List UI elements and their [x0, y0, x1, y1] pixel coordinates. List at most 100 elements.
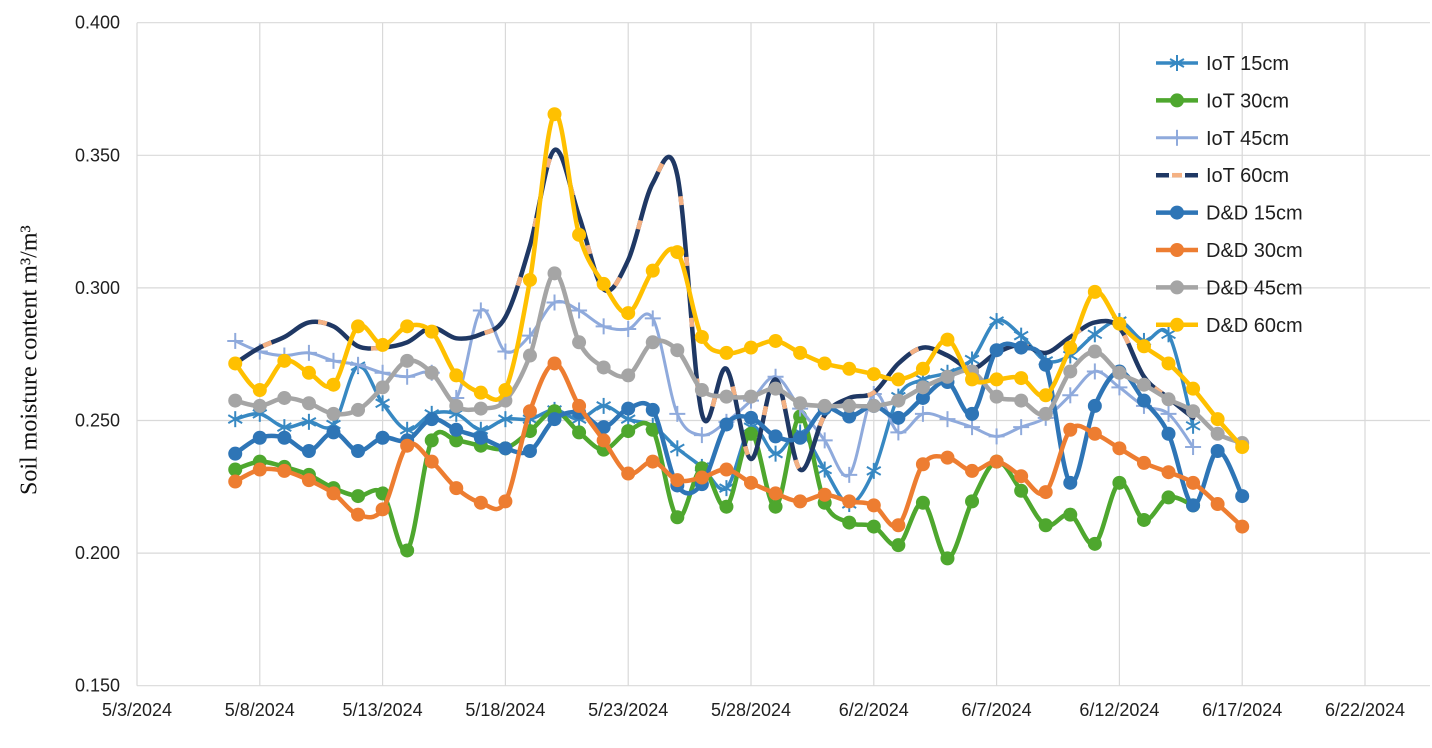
data-point-marker — [572, 398, 587, 413]
legend: IoT 15cm IoT 30cm IoT 45cm IoT 60cm D&D 15cm… — [1156, 53, 1303, 337]
data-point-marker — [1170, 317, 1184, 332]
data-point-marker — [596, 420, 611, 435]
data-point-marker — [842, 515, 857, 530]
data-point-marker — [669, 443, 685, 454]
data-point-marker — [768, 486, 783, 501]
data-point-marker — [375, 398, 391, 409]
data-point-marker — [1161, 329, 1176, 340]
data-point-marker — [277, 430, 292, 445]
data-point-marker — [277, 463, 292, 478]
data-point-marker — [842, 494, 857, 509]
data-point-marker — [424, 324, 439, 339]
data-point-marker — [1210, 443, 1225, 458]
data-point-marker — [915, 495, 930, 510]
data-point-marker — [694, 470, 709, 485]
data-point-marker — [645, 422, 660, 437]
data-point-marker — [375, 502, 390, 517]
data-point-marker — [842, 361, 857, 376]
data-point-marker — [817, 398, 832, 413]
data-point-marker — [424, 365, 439, 380]
x-tick-label: 6/2/2024 — [839, 700, 909, 720]
data-point-marker — [449, 481, 464, 496]
data-point-marker — [228, 356, 243, 371]
series-line-iot-30cm — [232, 408, 1196, 561]
y-tick-label: 0.400 — [75, 13, 120, 33]
x-tick-label: 6/7/2024 — [962, 700, 1032, 720]
legend-item-iot-15cm: IoT 15cm — [1156, 53, 1289, 75]
data-point-marker — [400, 543, 415, 558]
data-point-marker — [351, 507, 366, 522]
x-tick-label: 5/13/2024 — [343, 700, 423, 720]
data-point-marker — [744, 475, 758, 490]
data-point-marker — [744, 426, 758, 441]
data-point-marker — [620, 414, 636, 425]
data-point-marker — [547, 412, 562, 427]
data-point-marker — [1170, 243, 1184, 257]
data-point-marker — [1112, 475, 1127, 490]
data-point-marker — [719, 389, 734, 404]
data-point-marker — [1063, 340, 1078, 355]
data-point-marker — [989, 316, 1005, 326]
data-point-marker — [891, 538, 906, 553]
data-point-marker — [1112, 441, 1127, 456]
legend-label-iot-45cm: IoT 45cm — [1206, 128, 1289, 150]
data-point-marker — [326, 419, 341, 430]
data-point-marker — [1063, 507, 1078, 522]
data-point-marker — [252, 398, 267, 413]
data-point-marker — [940, 450, 955, 465]
data-point-marker — [694, 383, 709, 398]
data-point-marker — [1112, 365, 1127, 380]
legend-label-d-d-60cm: D&D 60cm — [1206, 315, 1303, 337]
data-point-marker — [989, 454, 1004, 469]
data-point-marker — [572, 425, 587, 440]
data-point-marker — [497, 414, 513, 425]
data-point-marker — [351, 489, 366, 504]
data-point-marker — [744, 410, 758, 425]
series-iot-60cm — [232, 147, 1196, 472]
data-point-marker — [400, 353, 415, 368]
data-point-marker — [719, 462, 734, 477]
legend-label-d-d-30cm: D&D 30cm — [1206, 240, 1303, 262]
data-point-marker — [522, 443, 537, 458]
data-point-marker — [473, 424, 489, 435]
data-point-marker — [449, 368, 464, 383]
data-point-marker — [694, 329, 709, 344]
data-point-marker — [645, 454, 660, 469]
data-point-marker — [473, 401, 488, 416]
data-point-marker — [498, 383, 513, 398]
y-tick-label: 0.350 — [75, 145, 120, 165]
data-point-marker — [915, 380, 930, 395]
data-point-marker — [547, 107, 562, 122]
data-point-marker — [424, 454, 439, 469]
data-point-marker — [252, 383, 267, 398]
legend-item-d-d-45cm: D&D 45cm — [1156, 277, 1303, 299]
data-point-marker — [1210, 497, 1225, 512]
data-point-marker — [301, 365, 316, 380]
data-point-marker — [351, 319, 366, 334]
series-line-iot-60cm — [232, 147, 1196, 472]
data-point-marker — [277, 353, 292, 368]
data-point-marker — [1063, 364, 1078, 379]
x-tick-label: 6/17/2024 — [1202, 700, 1282, 720]
data-point-marker — [351, 402, 366, 417]
data-point-marker — [1087, 284, 1102, 299]
legend-item-iot-45cm: IoT 45cm — [1156, 128, 1289, 150]
data-point-marker — [965, 372, 980, 387]
data-point-marker — [522, 404, 537, 419]
data-point-marker — [964, 354, 980, 365]
data-point-marker — [768, 429, 783, 444]
data-point-marker — [1235, 519, 1250, 534]
data-point-marker — [1161, 392, 1176, 407]
data-point-marker — [1185, 420, 1201, 431]
data-point-marker — [940, 551, 955, 566]
legend-item-d-d-60cm: D&D 60cm — [1156, 315, 1303, 337]
data-point-marker — [744, 389, 758, 404]
series-iot-30cm — [232, 408, 1196, 561]
data-point-marker — [228, 446, 243, 461]
data-point-marker — [596, 360, 611, 375]
data-point-marker — [498, 494, 513, 509]
data-point-marker — [866, 398, 881, 413]
data-point-marker — [793, 430, 808, 445]
data-point-marker — [891, 410, 906, 425]
